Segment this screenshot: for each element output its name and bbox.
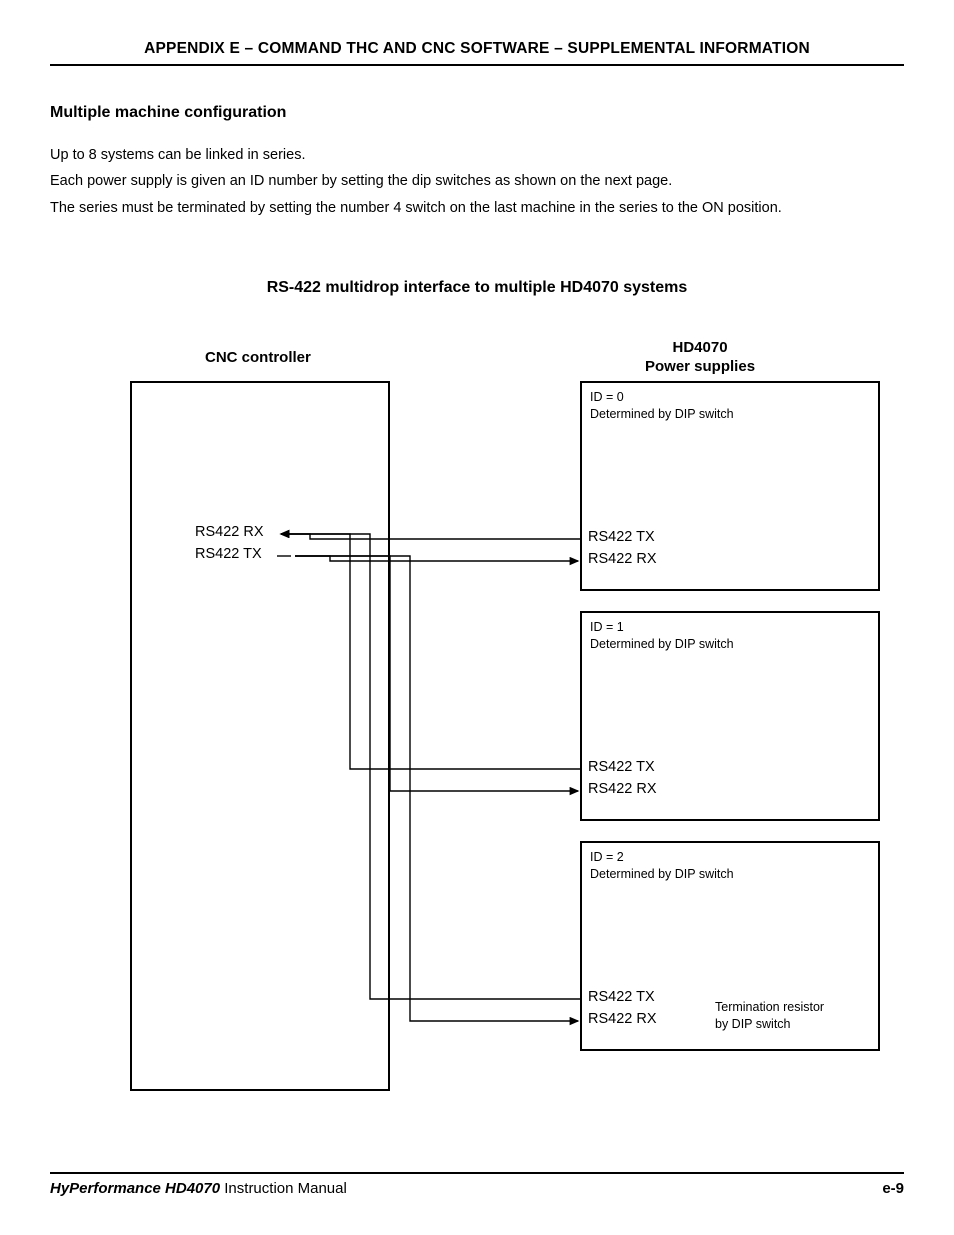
column-label-power-supplies: HD4070Power supplies: [645, 339, 755, 377]
footer-product-name: HyPerformance HD4070: [50, 1180, 220, 1197]
page: APPENDIX E – COMMAND THC AND CNC SOFTWAR…: [0, 0, 954, 1235]
footer-left: HyPerformance HD4070 Instruction Manual: [50, 1180, 347, 1197]
ps-id-line: ID = 0: [590, 389, 870, 406]
cnc-rx-label: RS422 RX: [195, 524, 264, 540]
termination-resistor-label: Termination resistorby DIP switch: [715, 999, 824, 1033]
ps-rx-label: RS422 RX: [588, 1011, 657, 1027]
diagram-title: RS‑422 multidrop interface to multiple H…: [50, 279, 904, 297]
footer-suffix: Instruction Manual: [220, 1180, 347, 1197]
ps-id-line: Determined by DIP switch: [590, 636, 870, 653]
page-header-title: APPENDIX E – COMMAND THC AND CNC SOFTWAR…: [50, 40, 904, 66]
cnc-tx-label: RS422 TX: [195, 546, 262, 562]
section-body: Up to 8 systems can be linked in series.…: [50, 144, 904, 219]
footer-page-number: e-9: [882, 1180, 904, 1197]
ps-rx-label: RS422 RX: [588, 551, 657, 567]
body-line: Each power supply is given an ID number …: [50, 170, 904, 192]
ps-id-line: Determined by DIP switch: [590, 866, 870, 883]
body-line: Up to 8 systems can be linked in series.: [50, 144, 904, 166]
section-heading: Multiple machine configuration: [50, 104, 904, 122]
ps-tx-label: RS422 TX: [588, 759, 655, 775]
ps-tx-label: RS422 TX: [588, 529, 655, 545]
ps-id-line: ID = 2: [590, 849, 870, 866]
diagram-area: CNC controller HD4070Power supplies RS422 …: [60, 339, 894, 1099]
ps-rx-label: RS422 RX: [588, 781, 657, 797]
column-label-cnc: CNC controller: [205, 349, 311, 368]
body-line: The series must be terminated by setting…: [50, 197, 904, 219]
ps-id-line: Determined by DIP switch: [590, 406, 870, 423]
cnc-controller-box: [130, 381, 390, 1091]
page-footer: HyPerformance HD4070 Instruction Manual …: [50, 1172, 904, 1197]
ps-tx-label: RS422 TX: [588, 989, 655, 1005]
ps-id-line: ID = 1: [590, 619, 870, 636]
